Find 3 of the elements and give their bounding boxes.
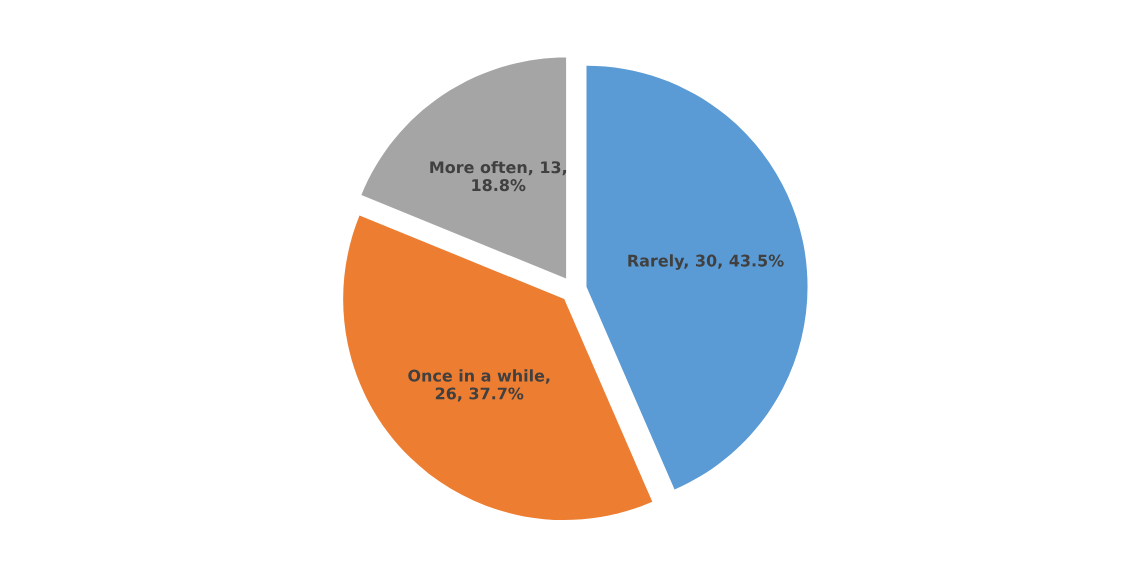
slice-label: Rarely, 30, 43.5%: [628, 254, 784, 270]
slice-label: More often, 13, 18.8%: [430, 160, 567, 192]
slice-label: Once in a while, 26, 37.7%: [408, 369, 550, 402]
